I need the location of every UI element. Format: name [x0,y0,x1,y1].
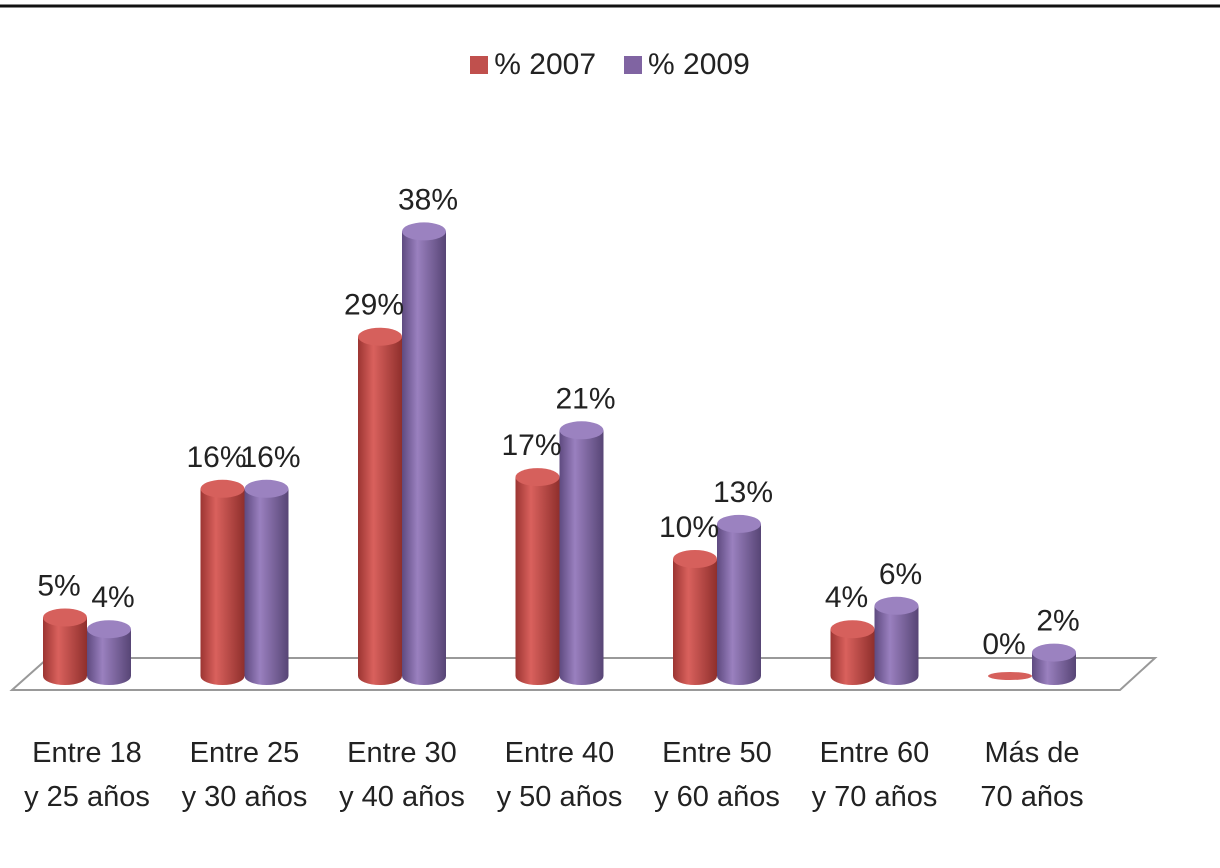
category-label-0: Entre 18 y 25 años [9,732,165,819]
bar-2009-1 [244,479,289,685]
bar-2007-2-top [358,327,402,346]
data-label-2009-2: 38% [398,183,458,216]
category-label-3-line-0: Entre 40 [504,737,615,769]
bar-2007-1 [200,479,245,685]
data-label-2007-6: 0% [982,628,1025,661]
data-label-2009-5: 6% [879,558,922,591]
bar-2009-4-body [717,523,761,685]
bar-2007-3-body [515,477,560,685]
bar-2009-3 [559,421,604,685]
bar-2009-2-body [402,231,446,685]
data-label-2007-3: 17% [501,429,561,462]
data-label-2009-0: 4% [91,581,134,614]
data-label-2007-1: 16% [186,441,246,474]
bar-2009-5-top [874,596,919,615]
bar-2009-2 [402,222,446,685]
category-label-1-line-0: Entre 25 [189,737,300,769]
category-label-2-line-1: y 40 años [339,780,465,813]
bar-2009-0 [87,620,131,685]
data-label-2007-4: 10% [659,511,719,544]
legend-swatch-2009 [624,56,642,74]
bar-2007-5-body [830,629,875,685]
category-label-4-line-1: y 60 años [654,780,780,813]
bar-2009-2-top [402,222,446,241]
legend: % 2007 % 2009 [0,48,1220,82]
bar-2007-4 [673,550,717,685]
data-label-2007-5: 4% [825,581,868,614]
bar-2009-0-body [87,629,131,685]
category-label-5-line-0: Entre 60 [819,737,930,769]
category-label-5: Entre 60 y 70 años [797,732,953,819]
category-label-5-line-1: y 70 años [811,780,938,813]
bar-2007-5 [830,620,875,685]
category-label-1: Entre 25 y 30 años [167,732,323,819]
bar-2007-0 [43,608,87,685]
bar-2009-6 [1032,643,1076,685]
category-label-4-line-0: Entre 50 [662,737,772,769]
bar-2009-6-body [1032,652,1076,685]
bar-2009-0-top [87,620,131,639]
bar-2009-4-top [717,514,761,533]
data-label-2009-6: 2% [1036,605,1079,638]
bar-2007-6-top [988,672,1032,680]
bar-2007-6 [988,672,1032,680]
category-label-3: Entre 40 y 50 años [482,732,638,819]
category-label-4: Entre 50 y 60 años [639,732,795,819]
legend-label-2007: % 2007 [494,48,596,81]
bar-2007-1-top [200,479,245,498]
bar-2007-1-body [200,488,245,685]
legend-item-2009: % 2009 [624,48,750,82]
bar-2009-6-top [1032,643,1076,662]
data-label-2009-4: 13% [713,476,773,509]
bar-2009-3-top [559,421,604,440]
bar-2009-1-body [244,488,289,685]
category-label-0-line-0: Entre 18 [32,737,142,769]
bar-2007-0-body [43,617,87,685]
bar-2009-5-body [874,605,919,685]
data-label-2009-1: 16% [240,441,300,474]
category-label-2: Entre 30 y 40 años [324,732,480,819]
bar-2009-3-body [559,430,604,685]
bar-2007-2-body [358,336,402,685]
legend-item-2007: % 2007 [470,48,596,82]
data-label-2009-3: 21% [555,382,615,415]
data-label-2007-2: 29% [344,289,404,322]
category-label-2-line-0: Entre 30 [347,737,457,769]
category-label-6: Más de 70 años [954,732,1110,819]
bar-2007-3 [515,468,560,685]
category-label-6-line-1: 70 años [980,780,1084,813]
category-label-6-line-0: Más de [984,737,1080,769]
bar-2007-2 [358,327,402,685]
bar-2007-4-body [673,559,717,685]
bar-2009-5 [874,596,919,685]
bar-2009-4 [717,514,761,685]
bar-2007-4-top [673,550,717,568]
legend-swatch-2007 [470,56,489,74]
bar-2007-5-top [830,620,875,639]
bar-2007-0-top [43,608,87,627]
category-label-3-line-1: y 50 años [496,780,623,813]
legend-label-2009: % 2009 [648,48,750,81]
category-label-0-line-1: y 25 años [24,780,150,813]
bar-2007-3-top [515,468,560,487]
data-label-2007-0: 5% [37,570,80,603]
category-label-1-line-1: y 30 años [181,780,308,813]
bar-2009-1-top [244,479,289,498]
